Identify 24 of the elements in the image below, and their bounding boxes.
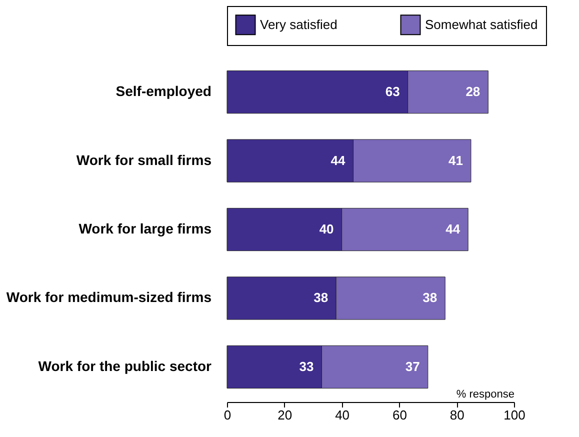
x-tick-label: 0 bbox=[224, 408, 232, 422]
data-label: 44 bbox=[446, 222, 461, 236]
data-label: 44 bbox=[330, 152, 346, 168]
data-label: 40 bbox=[319, 222, 334, 236]
data-label: 37 bbox=[405, 358, 420, 374]
x-tick-label: 20 bbox=[278, 408, 292, 422]
data-label: 33 bbox=[299, 358, 314, 374]
x-tick-label: 40 bbox=[335, 408, 350, 422]
data-label: 41 bbox=[448, 152, 463, 168]
data-label: 28 bbox=[466, 84, 480, 100]
x-tick-label: 80 bbox=[450, 408, 464, 422]
legend-label: Somewhat satisfied bbox=[425, 16, 538, 32]
y-tick-label: Work for large firms bbox=[78, 220, 212, 236]
legend-label: Very satisfied bbox=[260, 16, 338, 32]
data-label: 63 bbox=[385, 84, 400, 100]
y-tick-label: Work for the public sector bbox=[38, 358, 212, 374]
y-tick-label: Work for medimum-sized firms bbox=[6, 289, 212, 306]
y-tick-label: Self-employed bbox=[116, 83, 212, 100]
x-tick-label: 60 bbox=[392, 408, 407, 422]
data-label: 38 bbox=[422, 290, 438, 306]
x-tick-label: 100 bbox=[504, 408, 526, 422]
data-label: 38 bbox=[314, 290, 328, 306]
x-axis-title: % response bbox=[456, 388, 514, 400]
y-tick-label: Work for small firms bbox=[76, 152, 212, 168]
